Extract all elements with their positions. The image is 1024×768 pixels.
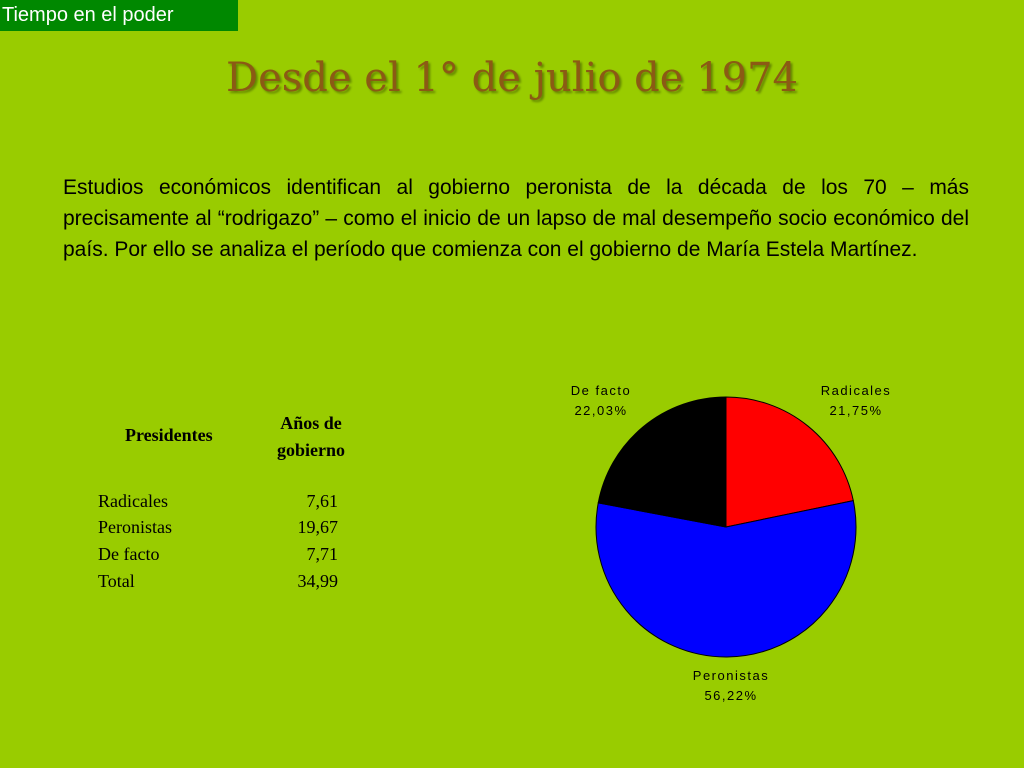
- pie-slice-peronistas: [595, 500, 857, 658]
- pie-label-value-peronistas: 56,22%: [704, 688, 757, 703]
- pie-label-name-de-facto: De facto: [571, 383, 631, 398]
- pie-slice-radicales: [725, 396, 854, 528]
- pie-label-name-radicales: Radicales: [821, 383, 892, 398]
- pie-label-value-radicales: 21,75%: [829, 403, 882, 418]
- pie-label-name-peronistas: Peronistas: [693, 668, 769, 683]
- slide-title: Desde el 1° de julio de 1974: [226, 55, 798, 101]
- pie-slice-de-facto: [597, 396, 727, 528]
- intro-paragraph: Estudios económicos identifican al gobie…: [63, 176, 969, 261]
- section-tag: Tiempo en el poder: [0, 0, 238, 31]
- pie-label-value-de-facto: 22,03%: [574, 403, 627, 418]
